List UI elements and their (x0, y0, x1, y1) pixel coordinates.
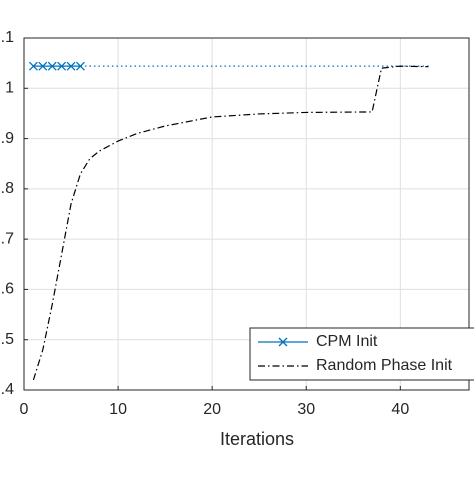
marker (57, 61, 67, 71)
legend-marker (278, 337, 288, 347)
marker-cross (75, 61, 85, 71)
marker-cross (47, 61, 57, 71)
axes-box (23, 37, 470, 391)
y-tick-label: 1 (5, 80, 14, 97)
y-tick-label: .8 (1, 180, 14, 197)
marker (66, 61, 76, 71)
marker (47, 61, 57, 71)
x-tick-label: 0 (20, 401, 29, 418)
y-tick-label: .9 (1, 130, 14, 147)
y-tick-label: .7 (1, 230, 14, 247)
x-tick-label: 10 (109, 401, 127, 418)
marker-cross (38, 61, 48, 71)
marker-cross (57, 61, 67, 71)
y-tick-label: .5 (1, 331, 14, 348)
series-line (32, 65, 429, 381)
legend-label: Random Phase Init (316, 357, 453, 374)
y-tick-label: .4 (1, 381, 14, 398)
marker-cross (66, 61, 76, 71)
marker (38, 61, 48, 71)
marker (75, 61, 85, 71)
legend-box (249, 327, 474, 381)
marker-cross (28, 61, 38, 71)
y-tick-label: .6 (1, 281, 14, 298)
x-tick-label: 20 (203, 401, 221, 418)
x-tick-label: 40 (391, 401, 409, 418)
y-tick-label: .1 (1, 29, 14, 46)
x-axis-label: Iterations (220, 429, 294, 449)
x-tick-label: 30 (297, 401, 315, 418)
legend-label: CPM Init (316, 333, 378, 350)
marker (28, 61, 38, 71)
